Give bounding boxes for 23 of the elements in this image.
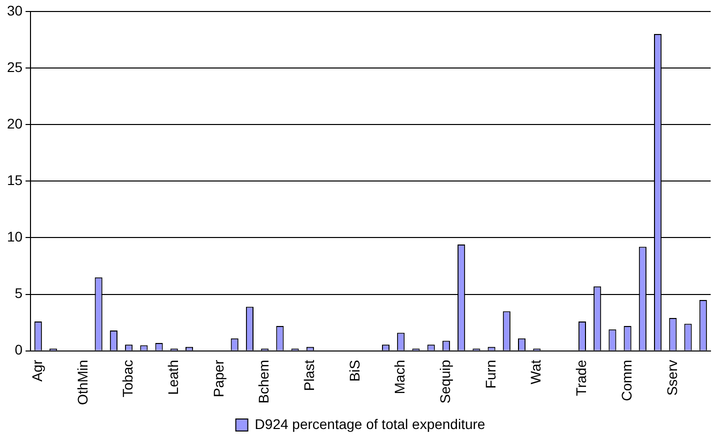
x-tick-label: Sequip xyxy=(437,360,454,404)
x-tick-label: Agr xyxy=(28,360,45,382)
y-tick-label: 30 xyxy=(6,2,23,18)
x-tick-label: Wat xyxy=(528,360,544,384)
y-tick-label: 0 xyxy=(14,342,23,358)
x-tick-label: Sserv xyxy=(664,360,680,396)
x-tick-label: Paper xyxy=(210,360,226,398)
x-tick-label: BiS xyxy=(346,360,362,382)
y-tick-label: 5 xyxy=(14,285,23,302)
y-tick-label: 20 xyxy=(6,115,23,132)
x-tick-label: Comm xyxy=(618,360,634,402)
x-tick-label: OthMin xyxy=(74,360,90,405)
x-tick-label: Tobac xyxy=(120,360,136,398)
x-tick-label: Plast xyxy=(301,360,318,391)
x-tick-label: Bchem xyxy=(256,360,272,404)
x-tick-label: Furn xyxy=(482,360,498,389)
y-tick-label: 10 xyxy=(6,228,23,245)
y-tick-label: 25 xyxy=(6,58,23,75)
x-tick-label: Leath xyxy=(165,360,182,395)
y-tick-label: 15 xyxy=(6,172,23,188)
x-tick-label: Mach xyxy=(392,360,408,394)
x-tick-label: Trade xyxy=(573,360,590,396)
legend-label: D924 percentage of total expenditure xyxy=(254,416,486,432)
